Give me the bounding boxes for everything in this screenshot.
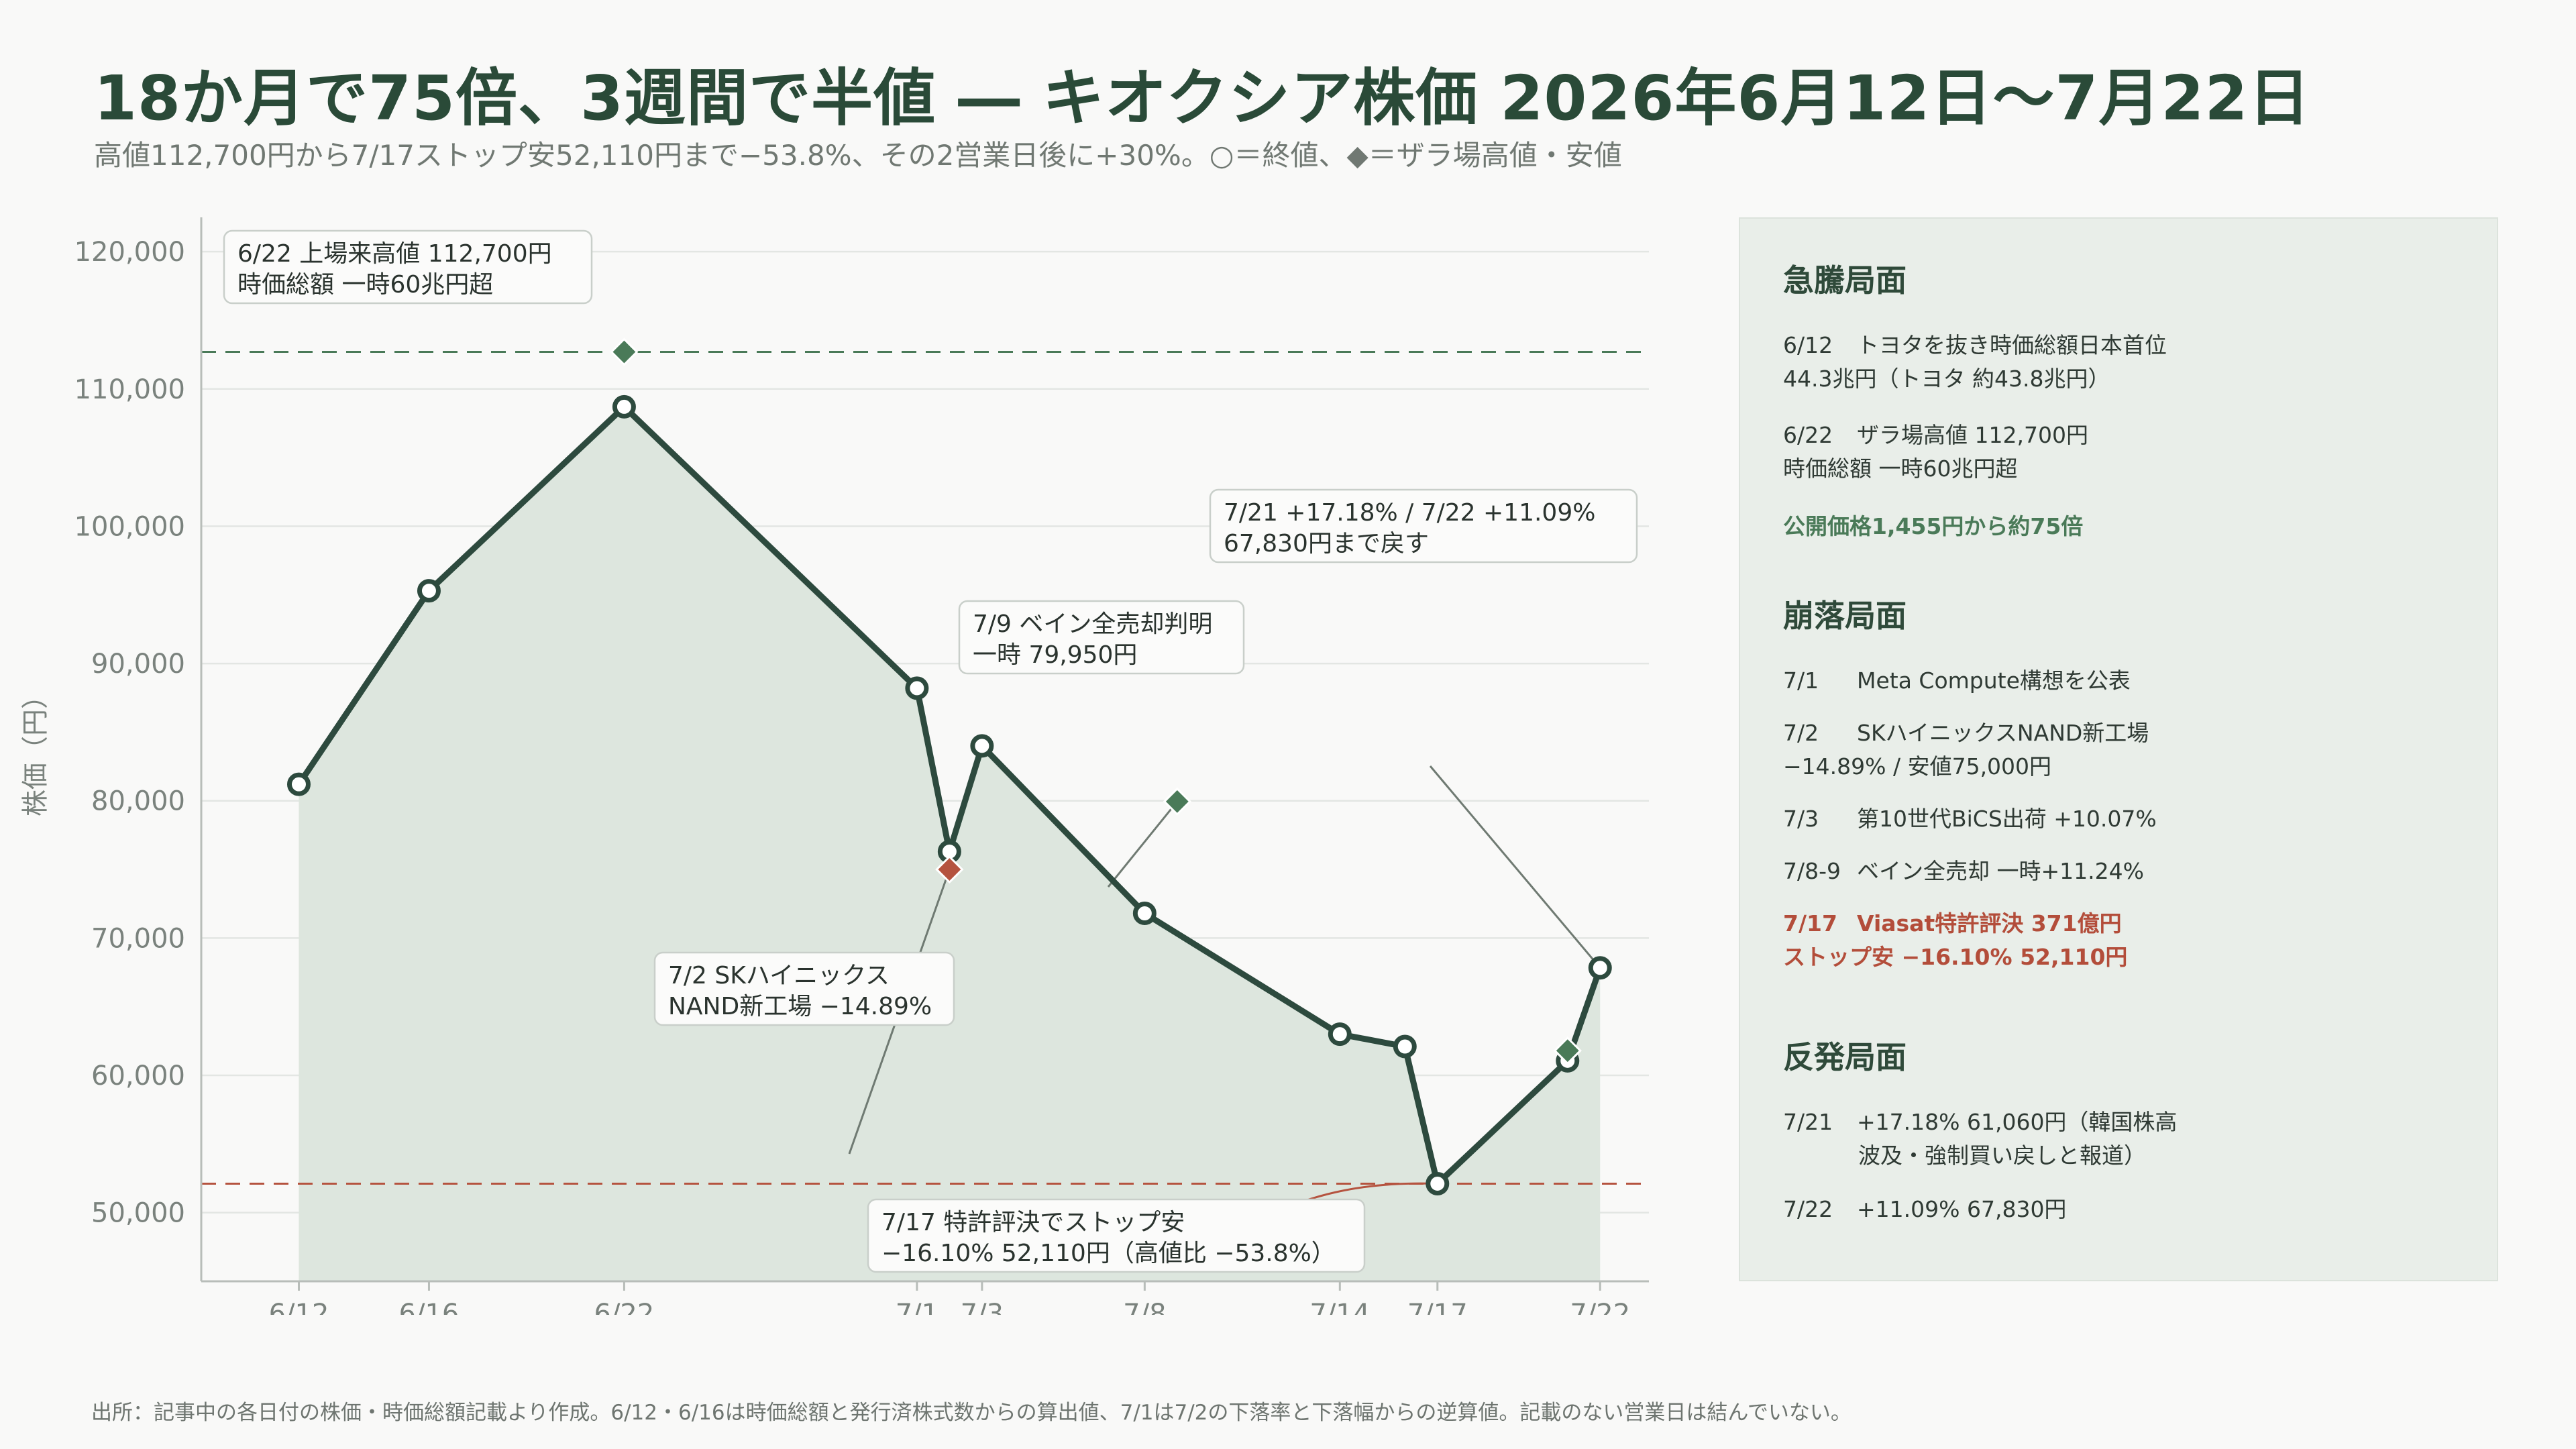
x-tick-label: 7/22 [1570,1299,1630,1315]
x-tick-label: 7/3 [961,1299,1004,1315]
y-tick-label: 70,000 [91,923,185,954]
intraday-extreme-point [610,337,639,366]
annotation-box: 7/17 特許評決でストップ安 −16.10% 52,110円（高値比 −53.8… [867,1198,1366,1273]
crash-title: 崩落局面 [1783,598,1907,634]
y-tick-label: 80,000 [91,786,185,817]
close-price-point [417,579,441,603]
surge-title: 急騰局面 [1783,262,1907,299]
rebound-event-2: 7/22 +11.09% 67,830円 [1783,1196,2067,1222]
crash-event-2-detail: −14.89% / 安値75,000円 [1783,753,2052,780]
crash-section: 崩落局面 7/1 Meta Compute構想を公表 7/2 SKハイニックスNAN… [1783,592,2157,974]
close-price-point [970,734,994,758]
y-tick-label: 100,000 [74,511,185,542]
intraday-extreme-point [1163,787,1191,816]
annotation-text: 一時 79,950円 [973,641,1137,669]
crash-event-2: 7/2 SKハイニックスNAND新工場 [1783,720,2149,746]
x-tick-label: 6/22 [594,1299,655,1315]
annotation-text: 6/22 上場来高値 112,700円 [237,240,552,268]
x-tick-label: 6/16 [399,1299,460,1315]
crash-event-5: 7/17 Viasat特許評決 371億円 [1783,910,2122,936]
annotation-text: −16.10% 52,110円（高値比 −53.8%） [881,1240,1336,1267]
annotation-text: 7/2 SKハイニックス [668,962,890,989]
close-price-point [1132,902,1157,926]
rebound-title: 反発局面 [1783,1039,1907,1075]
annotation-text: 7/21 +17.18% / 7/22 +11.09% [1224,499,1595,527]
intraday-extreme-point [935,855,964,884]
y-tick-label: 60,000 [91,1061,185,1091]
annotation-leader [1429,765,1601,969]
annotation-frame [1209,488,1638,564]
annotation-frame [867,1198,1366,1273]
x-tick-label: 7/17 [1407,1299,1468,1315]
crash-event-5-detail: ストップ安 −16.10% 52,110円 [1783,944,2128,970]
intraday-extreme-point [1553,1036,1582,1065]
annotation-frame [958,600,1245,675]
y-tick-label: 110,000 [74,374,185,405]
close-price-point [905,676,929,700]
annotation-text: 7/17 特許評決でストップ安 [881,1209,1185,1236]
close-price-line [296,403,1603,1187]
y-tick-label: 50,000 [91,1198,185,1229]
source-footnote: 出所：記事中の各日付の株価・時価総額記載より作成。6/12・6/16は時価総額と… [91,1401,1851,1425]
close-price-point [612,394,636,419]
annotation-text: 7/9 ベイン全売却判明 [973,610,1212,638]
rebound-section: 反発局面 7/21 +17.18% 61,060円（韓国株高 波及・強制買い戻しと… [1783,1033,2177,1226]
surge-event-2: 6/22 ザラ場高値 112,700円 [1783,422,2088,448]
y-axis-label: 株価（円） [20,682,51,816]
annotation-text: 67,830円まで戻す [1224,530,1429,557]
close-price-point [286,772,311,796]
crash-event-1: 7/1 Meta Compute構想を公表 [1783,667,2131,694]
surge-section: 急騰局面 6/12 トヨタを抜き時価総額日本首位 44.3兆円（トヨタ 約43.8… [1783,256,2167,543]
x-tick-label: 7/8 [1123,1299,1166,1315]
event-panel: 急騰局面 6/12 トヨタを抜き時価総額日本首位 44.3兆円（トヨタ 約43.8… [1739,217,2498,1281]
page-title: 18か月で75倍、3週間で半値 ― キオクシア株価 2026年6月12日〜7月2… [94,62,2311,134]
surge-event-1: 6/12 トヨタを抜き時価総額日本首位 [1783,332,2167,358]
crash-event-4: 7/8-9 ベイン全売却 一時+11.24% [1783,858,2144,884]
price-area-fill [299,407,1601,1281]
annotation-text: NAND新工場 −14.89% [668,993,932,1020]
crash-event-3: 7/3 第10世代BiCS出荷 +10.07% [1783,806,2157,832]
surge-event-2-detail: 時価総額 一時60兆円超 [1783,455,2018,482]
close-price-point [1588,956,1612,980]
rebound-event-1-detail: 波及・強制買い戻しと報道） [1858,1142,2146,1169]
x-tick-label: 7/14 [1309,1299,1370,1315]
surge-note: 公開価格1,455円から約75倍 [1783,513,2084,539]
data-markers [286,337,1612,1195]
annotation-leader [1107,800,1178,888]
axes: 50,000 60,000 70,000 80,000 90,000 100,000 110… [20,217,1649,1315]
stock-price-chart: 50,000 60,000 70,000 80,000 90,000 100,000 110… [20,217,1649,1315]
surge-event-1-detail: 44.3兆円（トヨタ 約43.8兆円） [1783,366,2110,392]
page-subtitle: 高値112,700円から7/17ストップ安52,110円まで−53.8%、その2… [94,139,1622,172]
rebound-event-1: 7/21 +17.18% 61,060円（韓国株高 [1783,1109,2178,1135]
annotation-text: 時価総額 一時60兆円超 [237,271,493,299]
close-price-point [1426,1171,1450,1195]
x-tick-label: 7/1 [896,1299,938,1315]
x-tick-label: 6/12 [269,1299,329,1315]
annotation-box: 7/21 +17.18% / 7/22 +11.09% 67,830円まで戻す [1209,488,1638,564]
annotation-frame [653,951,955,1026]
y-tick-label: 90,000 [91,649,185,680]
y-tick-label: 120,000 [74,237,185,268]
annotation-frame [223,229,593,305]
close-price-point [1328,1022,1352,1046]
close-price-point [1393,1034,1417,1059]
annotation-box: 7/2 SKハイニックス NAND新工場 −14.89% [653,951,955,1026]
